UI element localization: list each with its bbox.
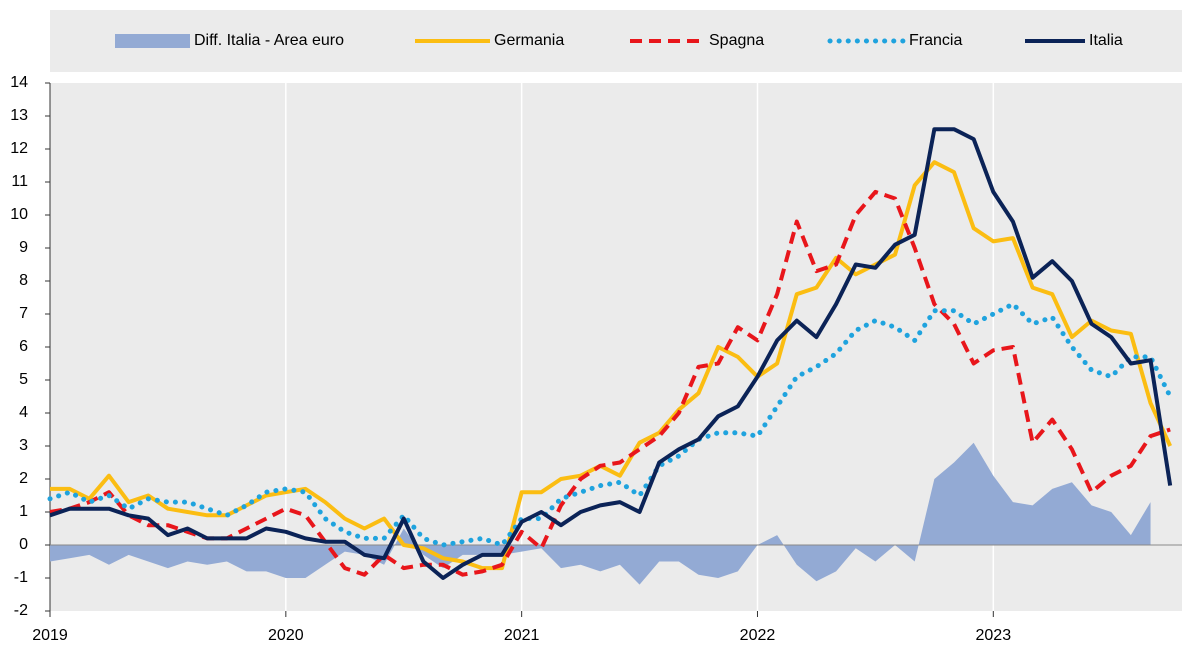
y-tick-label: 2 <box>19 470 28 487</box>
x-tick-label: 2019 <box>32 627 68 644</box>
y-tick-label: 3 <box>19 437 28 454</box>
x-tick-label: 2023 <box>976 627 1012 644</box>
x-tick-label: 2022 <box>740 627 776 644</box>
legend-label: Francia <box>909 32 962 49</box>
y-tick-label: 4 <box>19 404 28 421</box>
y-tick-label: 9 <box>19 239 28 256</box>
y-tick-label: 7 <box>19 305 28 322</box>
line <box>49 127 1173 580</box>
y-tick-label: 1 <box>19 503 28 520</box>
y-tick-label: -1 <box>14 569 28 586</box>
legend-swatch <box>115 34 190 48</box>
legend-label: Spagna <box>709 32 764 49</box>
area <box>50 442 1151 585</box>
line <box>47 301 1173 548</box>
y-tick-label: 11 <box>11 173 28 190</box>
legend-label: Germania <box>494 32 564 49</box>
x-tick-label: 2021 <box>504 627 540 644</box>
y-tick-label: 5 <box>19 371 28 388</box>
y-tick-label: 14 <box>10 74 28 91</box>
y-tick-label: 0 <box>19 536 28 553</box>
y-tick-label: -2 <box>14 602 28 619</box>
legend: Diff. Italia - Area euro Germania Spagna Fr… <box>50 10 1182 72</box>
legend-label: Diff. Italia - Area euro <box>194 32 344 49</box>
x-tick-label: 2020 <box>268 627 304 644</box>
legend-background <box>50 10 1182 72</box>
y-tick-label: 13 <box>10 107 28 124</box>
legend-label: Italia <box>1089 32 1123 49</box>
y-tick-label: 12 <box>10 140 28 157</box>
y-tick-label: 10 <box>10 206 28 223</box>
y-tick-label: 6 <box>19 338 28 355</box>
y-tick-label: 8 <box>19 272 28 289</box>
